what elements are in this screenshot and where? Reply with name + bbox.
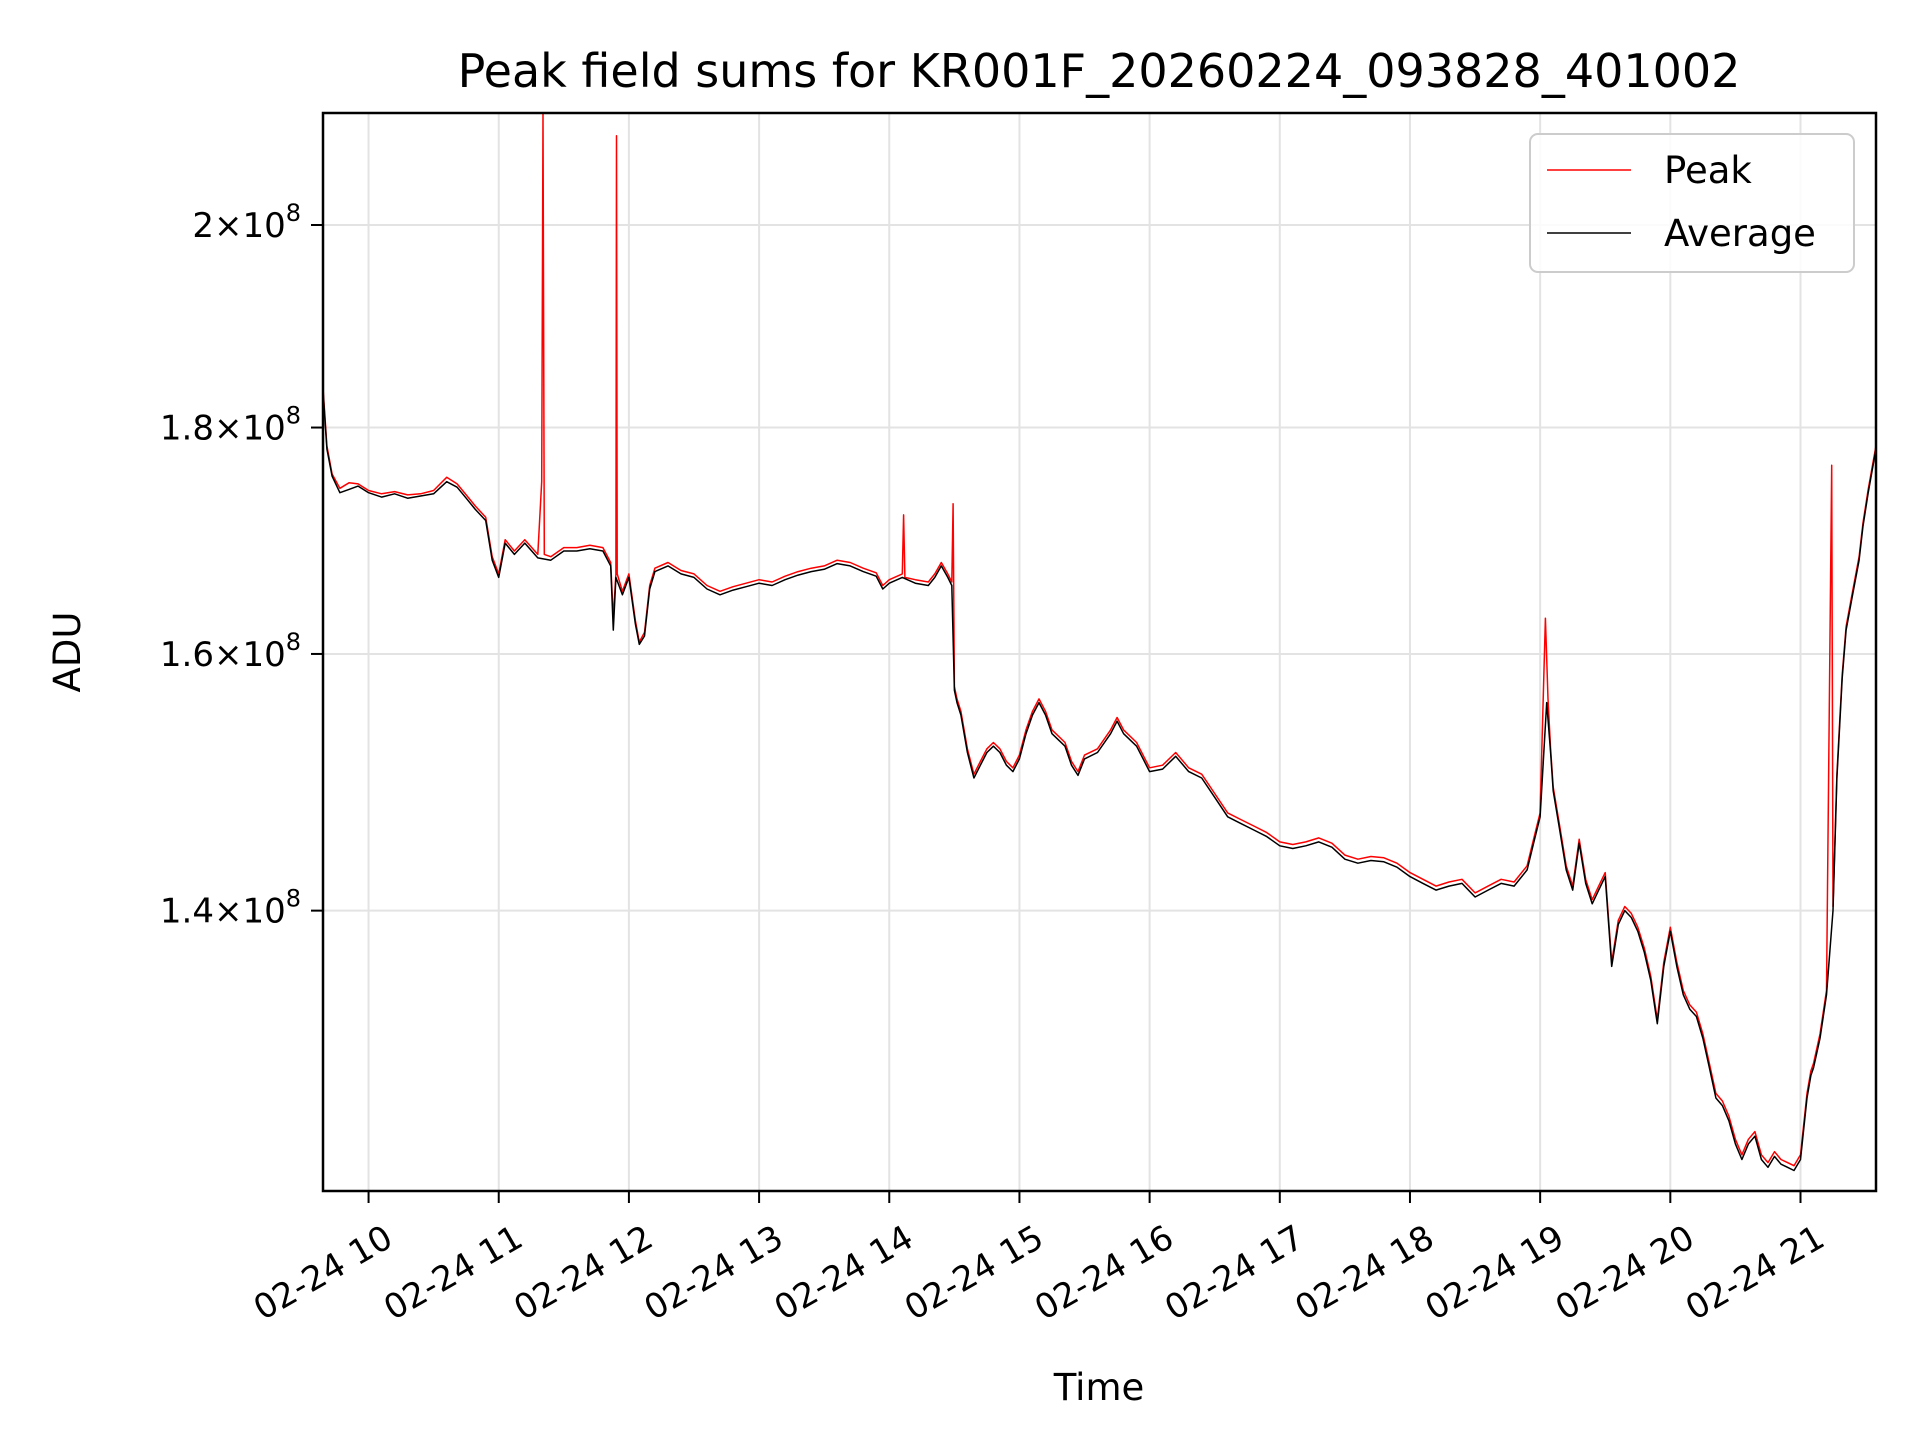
legend-peak-label: Peak: [1664, 149, 1752, 192]
y-axis-label: ADU: [46, 612, 89, 693]
grid-lines: [323, 113, 1876, 1191]
y-axis: 1.4×108 1.6×108 1.8×108 2×108: [160, 199, 323, 932]
series-layer: [323, 113, 1876, 1172]
legend-average-label: Average: [1664, 212, 1816, 255]
y-tick-label: 1.6×108: [160, 628, 301, 675]
plot-frame: [321, 111, 1878, 1193]
y-tick-label: 1.4×108: [160, 885, 301, 932]
chart-title: Peak field sums for KR001F_20260224_0938…: [458, 44, 1741, 98]
y-tick-label: 1.8×108: [160, 402, 301, 449]
series-line-average: [323, 390, 1876, 1172]
x-axis-label: Time: [1053, 1366, 1145, 1409]
legend-box: [1529, 133, 1855, 273]
y-tick-label: 2×108: [192, 199, 301, 246]
legend: Peak Average: [1529, 133, 1855, 273]
